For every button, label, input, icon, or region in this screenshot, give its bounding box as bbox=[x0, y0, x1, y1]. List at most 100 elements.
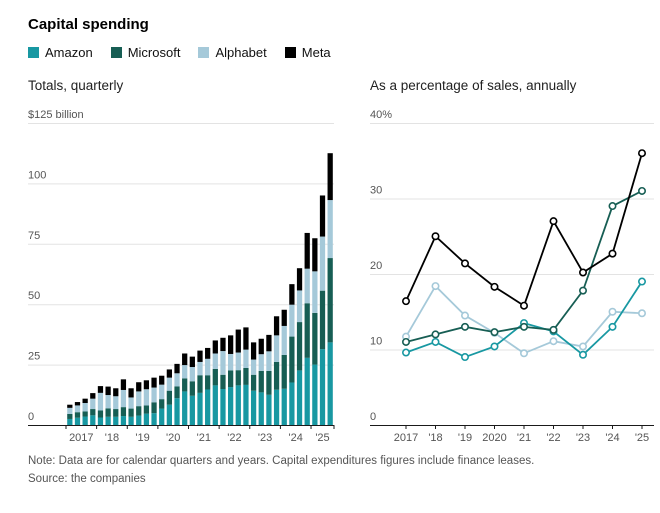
data-point-microsoft bbox=[637, 186, 646, 195]
svg-text:10: 10 bbox=[370, 336, 382, 348]
bar-segment-alphabet bbox=[296, 290, 303, 323]
data-point-alphabet bbox=[431, 282, 440, 291]
data-point-microsoft bbox=[461, 322, 470, 331]
bar-segment-microsoft bbox=[266, 370, 272, 395]
bar-segment-amazon bbox=[327, 342, 333, 425]
bar-segment-amazon bbox=[243, 384, 249, 425]
bar-segment-alphabet bbox=[212, 353, 218, 369]
bar-segment-alphabet bbox=[143, 389, 150, 406]
bar-segment-alphabet bbox=[266, 351, 272, 371]
bar-segment-meta bbox=[113, 388, 119, 397]
right-chart-title: As a percentage of sales, annually bbox=[370, 78, 577, 93]
svg-text:75: 75 bbox=[28, 230, 40, 242]
svg-text:'24: '24 bbox=[605, 432, 619, 444]
data-point-meta bbox=[549, 217, 558, 226]
bar-segment-amazon bbox=[212, 385, 218, 425]
microsoft-swatch-icon bbox=[110, 47, 122, 58]
svg-text:'19: '19 bbox=[135, 432, 149, 444]
bar-segment-amazon bbox=[136, 415, 142, 425]
bars-group bbox=[67, 153, 333, 425]
bar-segment-meta bbox=[182, 353, 188, 366]
data-point-meta bbox=[579, 268, 588, 277]
meta-swatch-icon bbox=[284, 47, 296, 58]
bar-segment-alphabet bbox=[67, 407, 73, 414]
svg-text:0: 0 bbox=[28, 411, 34, 423]
bar-segment-alphabet bbox=[220, 351, 226, 375]
bar-segment-amazon bbox=[151, 413, 157, 425]
bar-segment-microsoft bbox=[312, 312, 318, 365]
svg-text:'21: '21 bbox=[517, 432, 531, 444]
x-axis-group: 2017 '18 '19 2020 '21 '22 '23 '24 '25 bbox=[394, 425, 649, 444]
svg-text:100: 100 bbox=[28, 169, 46, 181]
svg-text:'20: '20 bbox=[166, 432, 180, 444]
bar-segment-alphabet bbox=[113, 396, 119, 410]
bar-segment-microsoft bbox=[281, 354, 287, 389]
bar-segment-alphabet bbox=[105, 395, 111, 409]
data-point-amazon bbox=[608, 322, 617, 331]
legend-item-meta: Meta bbox=[284, 45, 331, 60]
data-point-alphabet bbox=[637, 309, 646, 318]
data-point-meta bbox=[401, 297, 410, 306]
svg-text:$125 billion: $125 billion bbox=[28, 109, 84, 121]
bar-segment-amazon bbox=[159, 408, 165, 425]
bar-segment-microsoft bbox=[67, 413, 73, 419]
bar-segment-meta bbox=[289, 284, 295, 305]
svg-text:'24: '24 bbox=[289, 432, 303, 444]
bar-segment-microsoft bbox=[113, 409, 119, 417]
svg-text:'23: '23 bbox=[576, 432, 590, 444]
legend-item-amazon: Amazon bbox=[28, 45, 93, 60]
bar-segment-amazon bbox=[266, 394, 272, 425]
bar-segment-alphabet bbox=[90, 398, 96, 410]
bar-segment-amazon bbox=[235, 385, 241, 425]
svg-text:40%: 40% bbox=[370, 109, 392, 121]
legend-label: Amazon bbox=[45, 45, 93, 60]
left-chart-title: Totals, quarterly bbox=[28, 78, 124, 93]
bar-segment-amazon bbox=[113, 416, 119, 425]
bar-segment-alphabet bbox=[151, 387, 157, 403]
data-point-meta bbox=[461, 259, 470, 268]
bar-segment-meta bbox=[197, 350, 203, 362]
svg-text:'21: '21 bbox=[197, 432, 211, 444]
data-point-microsoft bbox=[549, 325, 558, 334]
bar-segment-microsoft bbox=[105, 408, 111, 417]
bar-segment-microsoft bbox=[220, 374, 226, 390]
data-point-microsoft bbox=[490, 328, 499, 337]
charts-row: Totals, quarterly 0 25 50 75 100 $125 billion… bbox=[28, 78, 654, 447]
bar-segment-microsoft bbox=[189, 381, 195, 396]
bar-segment-meta bbox=[319, 195, 326, 237]
bar-segment-microsoft bbox=[289, 336, 295, 383]
data-point-amazon bbox=[579, 350, 588, 359]
bar-segment-meta bbox=[296, 268, 303, 291]
bar-segment-meta bbox=[82, 398, 88, 404]
bar-segment-amazon bbox=[220, 389, 226, 425]
bar-segment-amazon bbox=[174, 398, 180, 425]
bar-segment-meta bbox=[304, 232, 310, 269]
data-point-amazon bbox=[637, 277, 646, 286]
bar-segment-meta bbox=[159, 375, 165, 385]
svg-text:'25: '25 bbox=[315, 432, 329, 444]
left-panel: Totals, quarterly 0 25 50 75 100 $125 billion… bbox=[28, 78, 340, 447]
svg-text:2017: 2017 bbox=[394, 432, 418, 444]
bar-segment-alphabet bbox=[289, 304, 295, 337]
svg-text:30: 30 bbox=[370, 185, 382, 197]
bar-segment-meta bbox=[327, 153, 333, 201]
bar-segment-meta bbox=[120, 379, 127, 390]
bar-segment-microsoft bbox=[205, 375, 211, 390]
bar-segment-alphabet bbox=[136, 391, 142, 407]
bar-segment-meta bbox=[143, 380, 150, 390]
bar-segment-alphabet bbox=[228, 353, 234, 371]
bar-segment-meta bbox=[258, 338, 264, 355]
bar-segment-amazon bbox=[143, 413, 150, 425]
bar-segment-meta bbox=[205, 347, 211, 359]
bar-segment-meta bbox=[151, 377, 157, 388]
bar-segment-meta bbox=[67, 404, 73, 408]
bar-segment-alphabet bbox=[250, 359, 257, 375]
svg-text:20: 20 bbox=[370, 260, 382, 272]
data-point-alphabet bbox=[520, 349, 529, 358]
bar-segment-microsoft bbox=[243, 367, 249, 385]
svg-text:'25: '25 bbox=[635, 432, 649, 444]
svg-text:2017: 2017 bbox=[69, 432, 93, 444]
bar-segment-meta bbox=[105, 386, 111, 396]
bar-segment-microsoft bbox=[74, 412, 81, 418]
bar-segment-microsoft bbox=[304, 303, 310, 358]
